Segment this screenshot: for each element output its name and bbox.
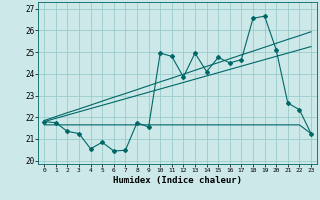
X-axis label: Humidex (Indice chaleur): Humidex (Indice chaleur) <box>113 176 242 185</box>
